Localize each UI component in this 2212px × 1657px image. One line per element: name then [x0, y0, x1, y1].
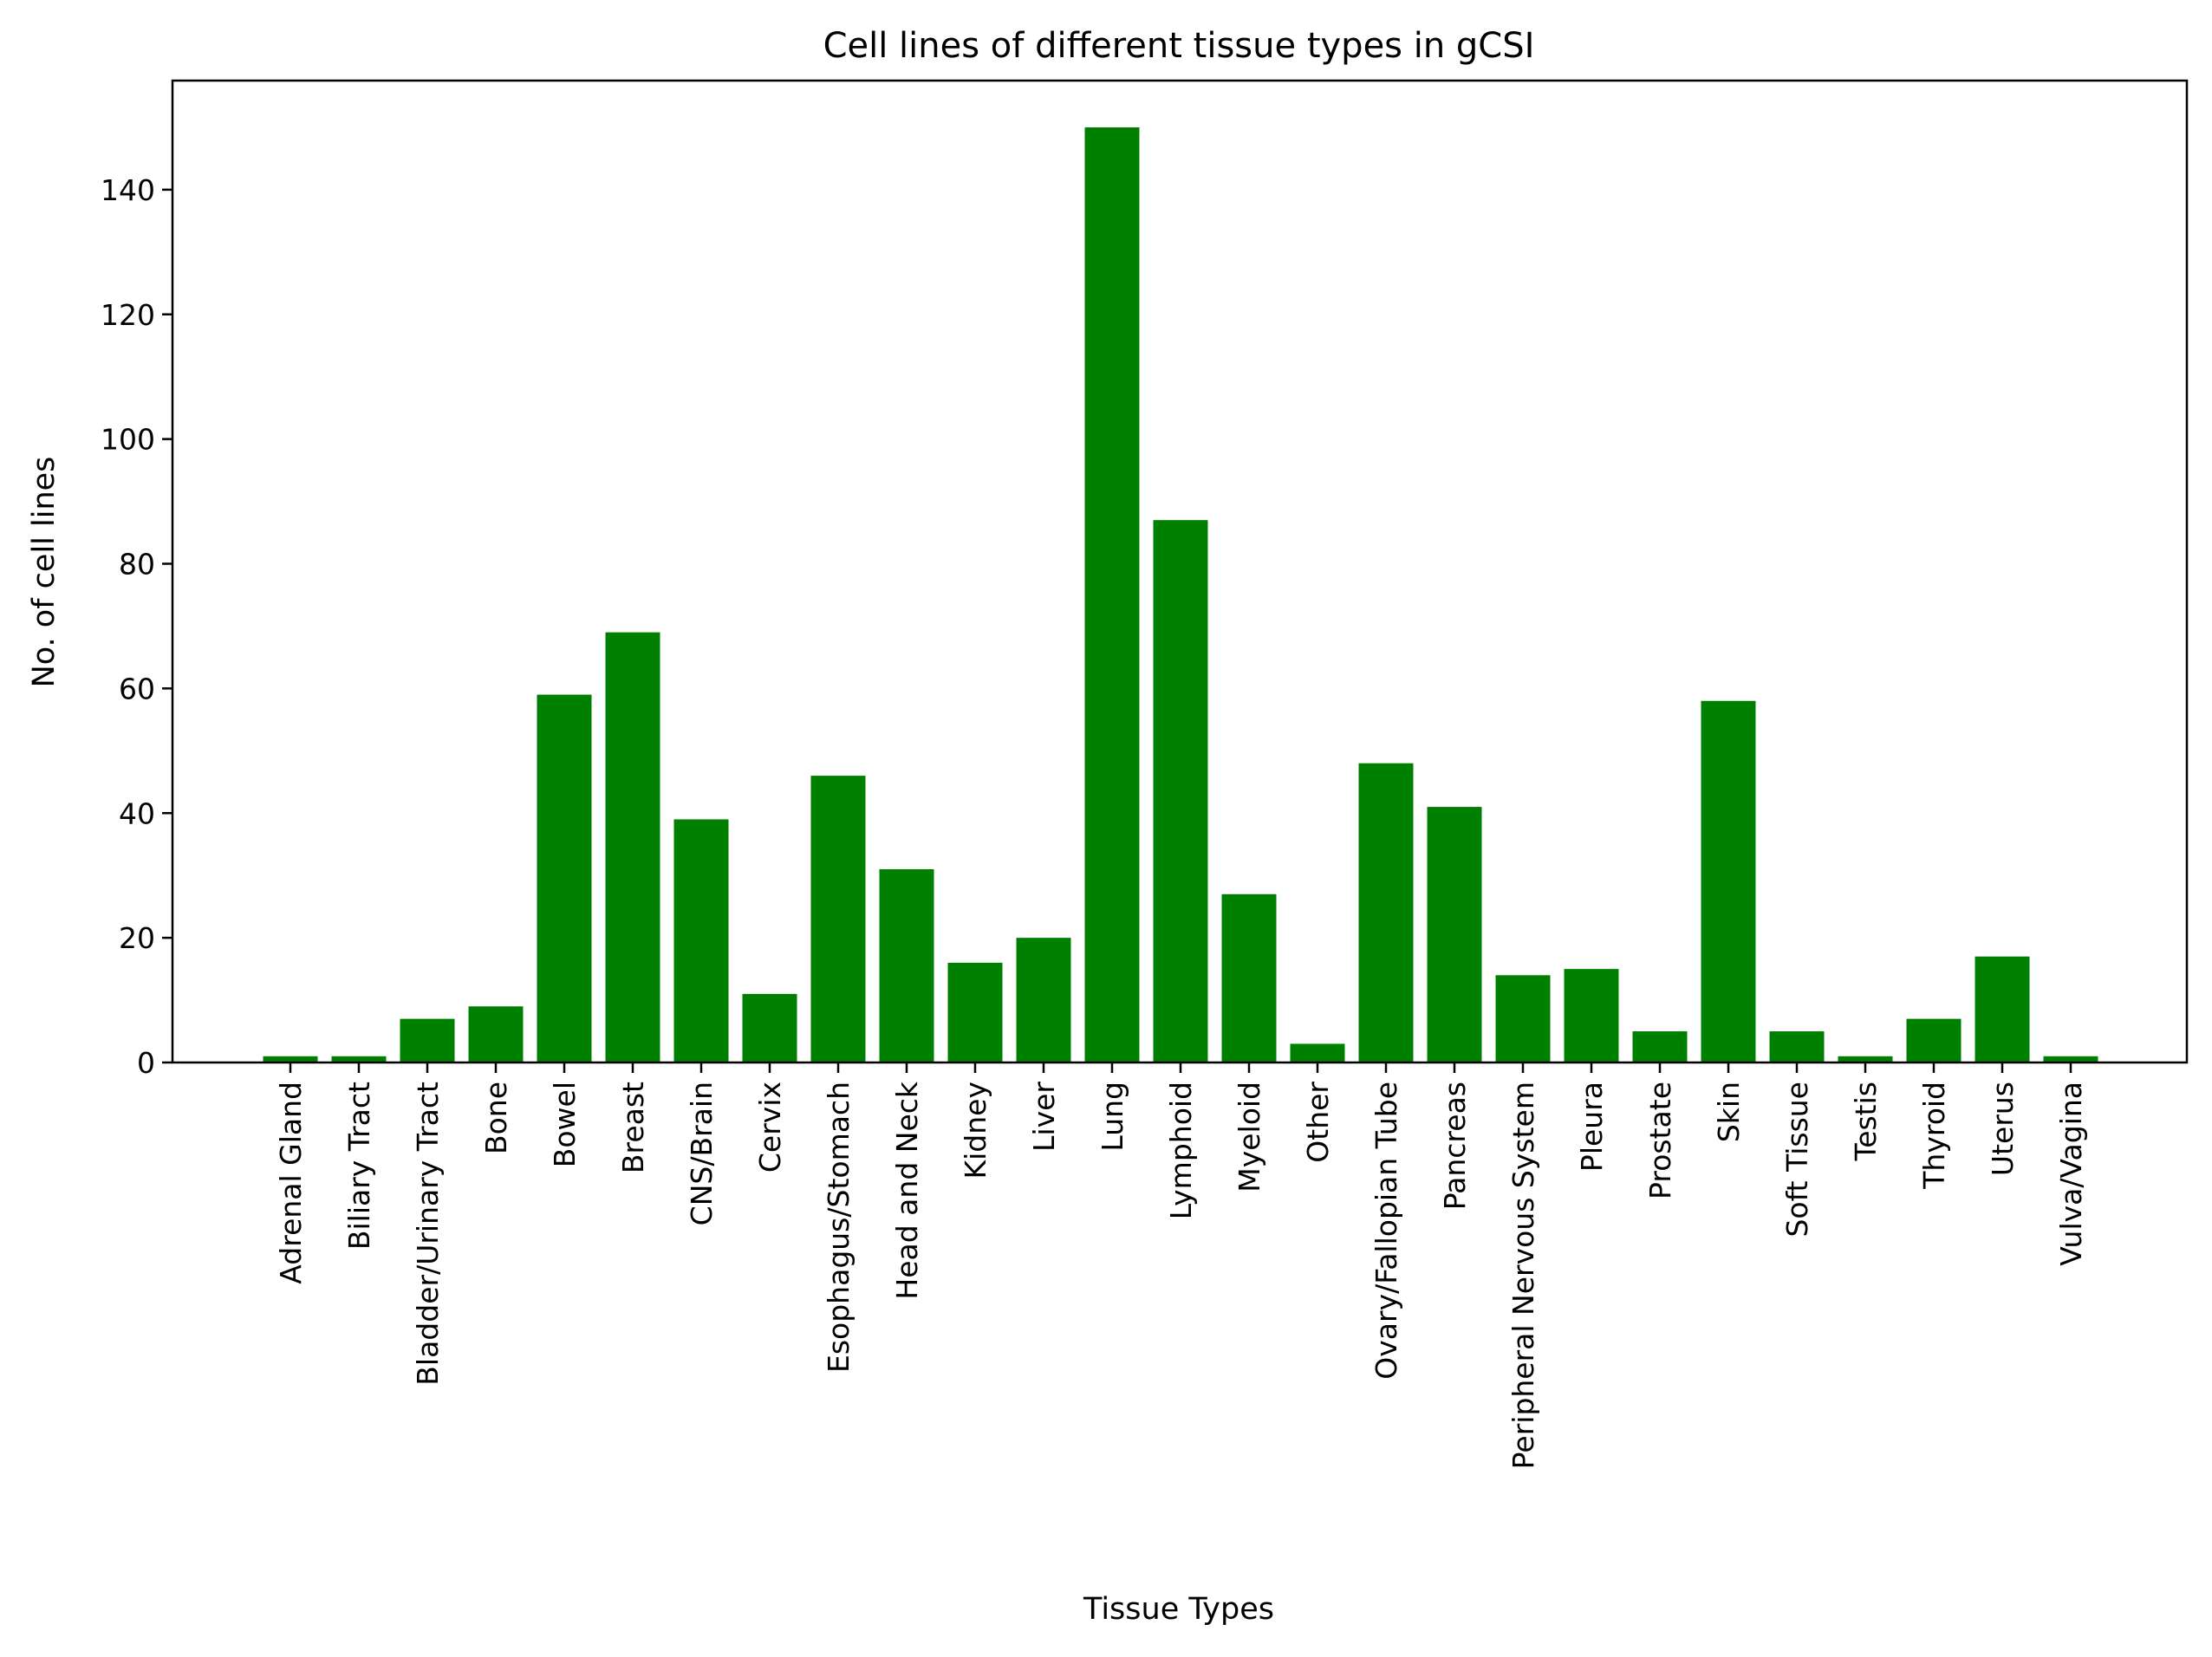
bar-24: [1906, 1018, 1962, 1062]
x-tick-label-3: Bone: [479, 1082, 513, 1154]
y-tick-label-4: 80: [119, 548, 155, 582]
bar-22: [1769, 1031, 1825, 1062]
x-tick-label-10: Kidney: [959, 1082, 992, 1179]
x-tick-label-16: Ovary/Fallopian Tube: [1369, 1082, 1403, 1380]
y-tick-label-6: 120: [101, 298, 155, 332]
bar-26: [2043, 1056, 2098, 1062]
x-tick-label-21: Skin: [1712, 1082, 1746, 1142]
x-axis-ticks: Adrenal Gland Biliary Tract Bladder/Urinar…: [274, 1062, 2088, 1469]
y-tick-label-1: 20: [119, 921, 155, 955]
bar-6: [673, 819, 729, 1062]
y-tick-label-2: 40: [119, 796, 155, 830]
bar-20: [1632, 1031, 1688, 1062]
y-axis-ticks: 0 20 40 60 80 100 120 140: [101, 173, 172, 1080]
bar-10: [947, 962, 1003, 1062]
y-tick-label-3: 60: [119, 672, 155, 705]
bar-19: [1564, 969, 1619, 1062]
x-tick-label-23: Testis: [1849, 1082, 1883, 1161]
x-tick-label-6: CNS/Brain: [685, 1082, 719, 1225]
x-tick-label-7: Cervix: [753, 1082, 787, 1173]
x-tick-label-4: Bowel: [548, 1082, 582, 1167]
x-tick-label-14: Myeloid: [1233, 1082, 1266, 1192]
bar-7: [742, 993, 797, 1062]
chart-title: Cell lines of different tissue types in …: [823, 26, 1535, 66]
bar-4: [537, 694, 592, 1062]
x-tick-label-20: Prostate: [1643, 1082, 1677, 1199]
x-tick-label-17: Pancreas: [1438, 1082, 1472, 1210]
x-tick-label-22: Soft Tissue: [1780, 1082, 1814, 1238]
bar-23: [1838, 1056, 1893, 1062]
bar-25: [1975, 956, 2030, 1062]
bar-8: [810, 776, 866, 1062]
bar-13: [1153, 520, 1208, 1062]
x-tick-label-9: Head and Neck: [890, 1081, 924, 1299]
x-tick-label-8: Esophagus/Stomach: [822, 1082, 856, 1373]
bar-1: [331, 1056, 387, 1062]
x-tick-label-0: Adrenal Gland: [274, 1082, 308, 1284]
bar-3: [468, 1006, 524, 1062]
x-tick-label-11: Liver: [1027, 1082, 1061, 1152]
bar-15: [1290, 1043, 1345, 1062]
bar-14: [1221, 893, 1277, 1062]
bar-12: [1084, 127, 1140, 1062]
x-tick-label-25: Uterus: [1986, 1082, 2020, 1176]
y-tick-label-0: 0: [137, 1046, 155, 1080]
x-tick-label-5: Breast: [616, 1082, 650, 1173]
bar-11: [1016, 938, 1071, 1062]
x-tick-label-13: Lymphoid: [1164, 1082, 1198, 1219]
bar-9: [879, 868, 934, 1062]
x-tick-label-19: Pleura: [1575, 1082, 1609, 1172]
bar-0: [263, 1056, 318, 1062]
bar-17: [1427, 807, 1482, 1062]
x-tick-label-2: Bladder/Urinary Tract: [411, 1082, 445, 1386]
y-axis-label: No. of cell lines: [27, 457, 62, 688]
bar-5: [605, 632, 660, 1062]
x-axis-label: Tissue Types: [1083, 1592, 1274, 1627]
plot-area-frame: [171, 79, 2189, 1064]
bars-group: [263, 127, 2098, 1062]
x-tick-label-15: Other: [1301, 1082, 1335, 1163]
y-tick-label-7: 140: [101, 173, 155, 207]
bar-2: [400, 1018, 455, 1062]
x-tick-label-1: Biliary Tract: [342, 1082, 376, 1250]
x-tick-label-24: Thyroid: [1917, 1082, 1951, 1190]
x-tick-label-18: Peripheral Nervous System: [1506, 1082, 1540, 1469]
bar-16: [1358, 763, 1414, 1062]
x-tick-label-12: Lung: [1096, 1082, 1129, 1152]
bar-21: [1701, 700, 1756, 1062]
x-tick-label-26: Vulva/Vagina: [2054, 1082, 2088, 1266]
y-tick-label-5: 100: [101, 423, 155, 457]
bar-18: [1495, 975, 1551, 1062]
